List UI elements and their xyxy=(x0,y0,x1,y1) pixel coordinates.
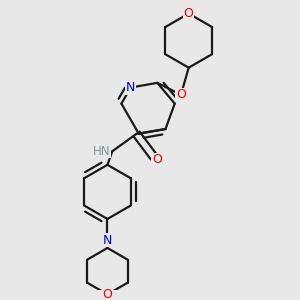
Text: O: O xyxy=(152,154,162,166)
Text: N: N xyxy=(126,81,135,94)
Text: O: O xyxy=(184,7,194,20)
Text: N: N xyxy=(103,234,112,247)
Text: HN: HN xyxy=(93,145,110,158)
Text: O: O xyxy=(176,88,186,101)
Text: O: O xyxy=(103,288,112,300)
